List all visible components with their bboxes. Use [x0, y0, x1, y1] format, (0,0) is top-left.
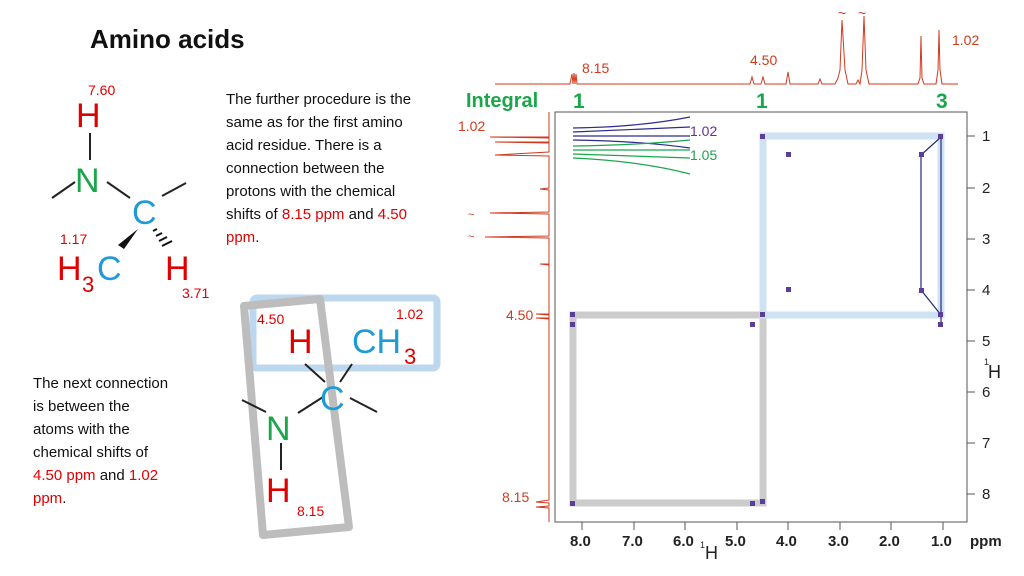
correlation-square-grey — [569, 311, 767, 507]
y-tick-label: 8 — [982, 486, 990, 503]
x-tick-label: 5.0 — [725, 533, 746, 550]
integral-value: 1 — [573, 90, 585, 113]
atom-h-alpha: H — [288, 323, 313, 361]
explanation-line: atoms with the — [33, 421, 130, 438]
subscript-3: 3 — [82, 272, 94, 297]
text-segment: . — [62, 490, 67, 507]
shift-ch3-top: 1.17 — [60, 231, 87, 247]
shift-unit: ppm — [226, 229, 256, 246]
integral-value: 1 — [756, 90, 768, 113]
atom-c-alpha: C — [132, 194, 157, 232]
atom-h-amide: H — [266, 472, 291, 510]
shift-ha-bottom: 4.50 — [257, 311, 284, 327]
left-peak-label: 1.02 — [458, 118, 485, 134]
integral-label: Integral — [466, 90, 538, 112]
tilde-mark: ~ — [858, 5, 866, 21]
atom-c-methyl: CH — [352, 323, 401, 361]
expansion-label: 1.02 — [690, 123, 717, 139]
expansion-label: 1.05 — [690, 147, 717, 163]
top-1d-spectrum — [495, 15, 958, 86]
text-segment: and — [95, 467, 129, 484]
x-tick-label: 1.0 — [931, 533, 952, 550]
y-tick-label: 5 — [982, 333, 990, 350]
y-tick-label: 1 — [982, 128, 990, 145]
shift-ch3-bottom: 1.02 — [396, 306, 423, 322]
cross-peaks — [570, 134, 943, 506]
explanation-line: acid residue. There is a — [226, 137, 382, 154]
x-axis-label: H — [705, 543, 718, 563]
shift-value: 4.50 ppm — [33, 467, 96, 484]
explanation-line: chemical shifts of — [33, 444, 149, 461]
y-axis-superscript: 1 — [984, 357, 989, 367]
integral-value: 3 — [936, 90, 948, 113]
atom-h: H — [76, 97, 101, 135]
text-segment: and — [344, 206, 378, 223]
shift-nh-top: 7.60 — [88, 82, 115, 98]
shift-value: 8.15 ppm — [281, 206, 345, 223]
left-peak-label: 4.50 — [506, 307, 533, 323]
shift-ha-top: 3.71 — [182, 285, 209, 301]
explanation-line: 4.50 ppm and 1.02 — [33, 464, 168, 487]
y-tick-label: 2 — [982, 180, 990, 197]
left-1d-spectrum — [484, 112, 550, 522]
tilde-mark: ~ — [468, 231, 474, 243]
y-axis-ticks — [967, 135, 975, 495]
text-segment: . — [255, 229, 260, 246]
y-tick-label: 6 — [982, 384, 990, 401]
next-connection-text: The next connection is between the atoms… — [33, 372, 168, 510]
explanation-line: The further procedure is the — [226, 91, 412, 108]
highlight-box-blue — [249, 294, 441, 372]
molecule-top: 7.60 H N C 1.17 H 3 C H 3.71 — [51, 82, 209, 301]
molecule-bottom: 4.50 H 1.02 CH 3 C N H 8.15 — [240, 294, 441, 539]
atom-n: N — [75, 162, 100, 200]
atom-h3: H — [57, 250, 82, 288]
explanation-line: The next connection — [33, 375, 169, 392]
slide-title: Amino acids — [90, 24, 245, 54]
y-tick-label: 4 — [982, 282, 990, 299]
peak-label-1.02: 1.02 — [952, 32, 979, 48]
atom-c-methyl: C — [97, 250, 122, 288]
x-tick-label: 2.0 — [879, 533, 900, 550]
shift-nh-bottom: 8.15 — [297, 503, 324, 519]
x-axis-superscript: 1 — [700, 540, 705, 550]
explanation-line: ppm. — [33, 487, 168, 510]
x-tick-label: 6.0 — [673, 533, 694, 550]
tilde-mark: ~ — [838, 5, 846, 21]
atom-c-alpha: C — [320, 380, 345, 418]
multiplet-expansion — [572, 116, 691, 175]
peak-label-4.50: 4.50 — [750, 52, 777, 68]
x-tick-label: 8.0 — [570, 533, 591, 550]
x-tick-label: 4.0 — [776, 533, 797, 550]
x-tick-label: 7.0 — [622, 533, 643, 550]
explanation-line: connection between the — [226, 160, 385, 177]
tilde-mark: ~ — [468, 209, 474, 221]
atom-h-alpha: H — [165, 250, 190, 288]
shift-value: 1.02 — [128, 467, 159, 484]
x-tick-label: 3.0 — [828, 533, 849, 550]
left-peak-label: 8.15 — [502, 489, 529, 505]
explanation-line: is between the — [33, 398, 130, 415]
y-tick-label: 7 — [982, 435, 990, 452]
explanation-text: The further procedure is the same as for… — [226, 88, 411, 249]
y-axis-label: H — [988, 362, 1001, 382]
highlight-box-grey — [240, 295, 353, 539]
explanation-line: same as for the first amino — [226, 114, 403, 131]
shift-unit: ppm — [33, 490, 63, 507]
atom-n: N — [266, 410, 291, 448]
explanation-line: shifts of 8.15 ppm and 4.50 — [226, 203, 411, 226]
shift-value: 4.50 — [377, 206, 407, 223]
subscript-3: 3 — [404, 344, 416, 369]
x-axis-unit: ppm — [970, 533, 1002, 550]
peak-label-8.15: 8.15 — [582, 60, 609, 76]
x-axis-ticks — [581, 522, 944, 530]
explanation-line: ppm. — [226, 226, 411, 249]
explanation-line: protons with the chemical — [226, 183, 396, 200]
text-segment: shifts of — [226, 206, 282, 223]
y-tick-label: 3 — [982, 231, 990, 248]
